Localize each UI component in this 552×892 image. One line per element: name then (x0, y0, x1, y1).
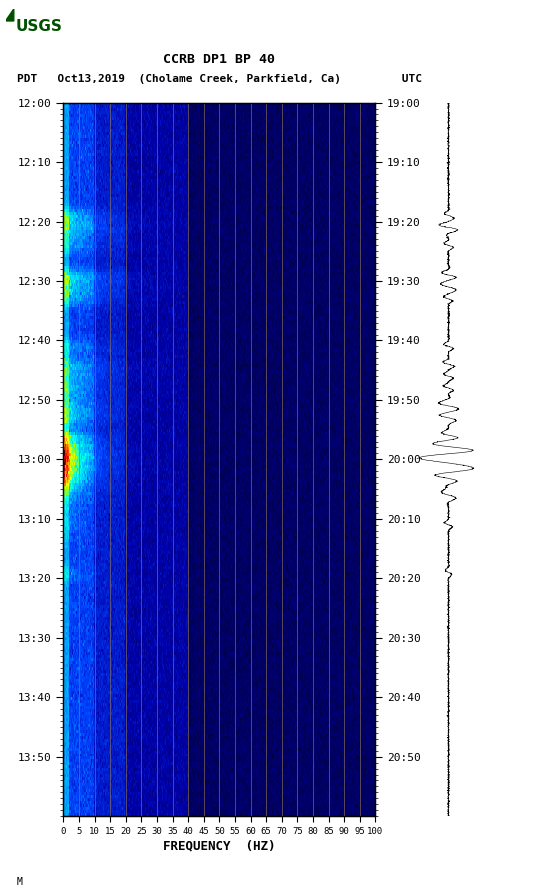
X-axis label: FREQUENCY  (HZ): FREQUENCY (HZ) (163, 839, 275, 853)
Polygon shape (6, 9, 14, 21)
Text: USGS: USGS (15, 20, 62, 35)
Text: CCRB DP1 BP 40: CCRB DP1 BP 40 (163, 54, 275, 66)
Text: PDT   Oct13,2019  (Cholame Creek, Parkfield, Ca)         UTC: PDT Oct13,2019 (Cholame Creek, Parkfield… (17, 74, 422, 85)
Text: M: M (17, 877, 23, 887)
